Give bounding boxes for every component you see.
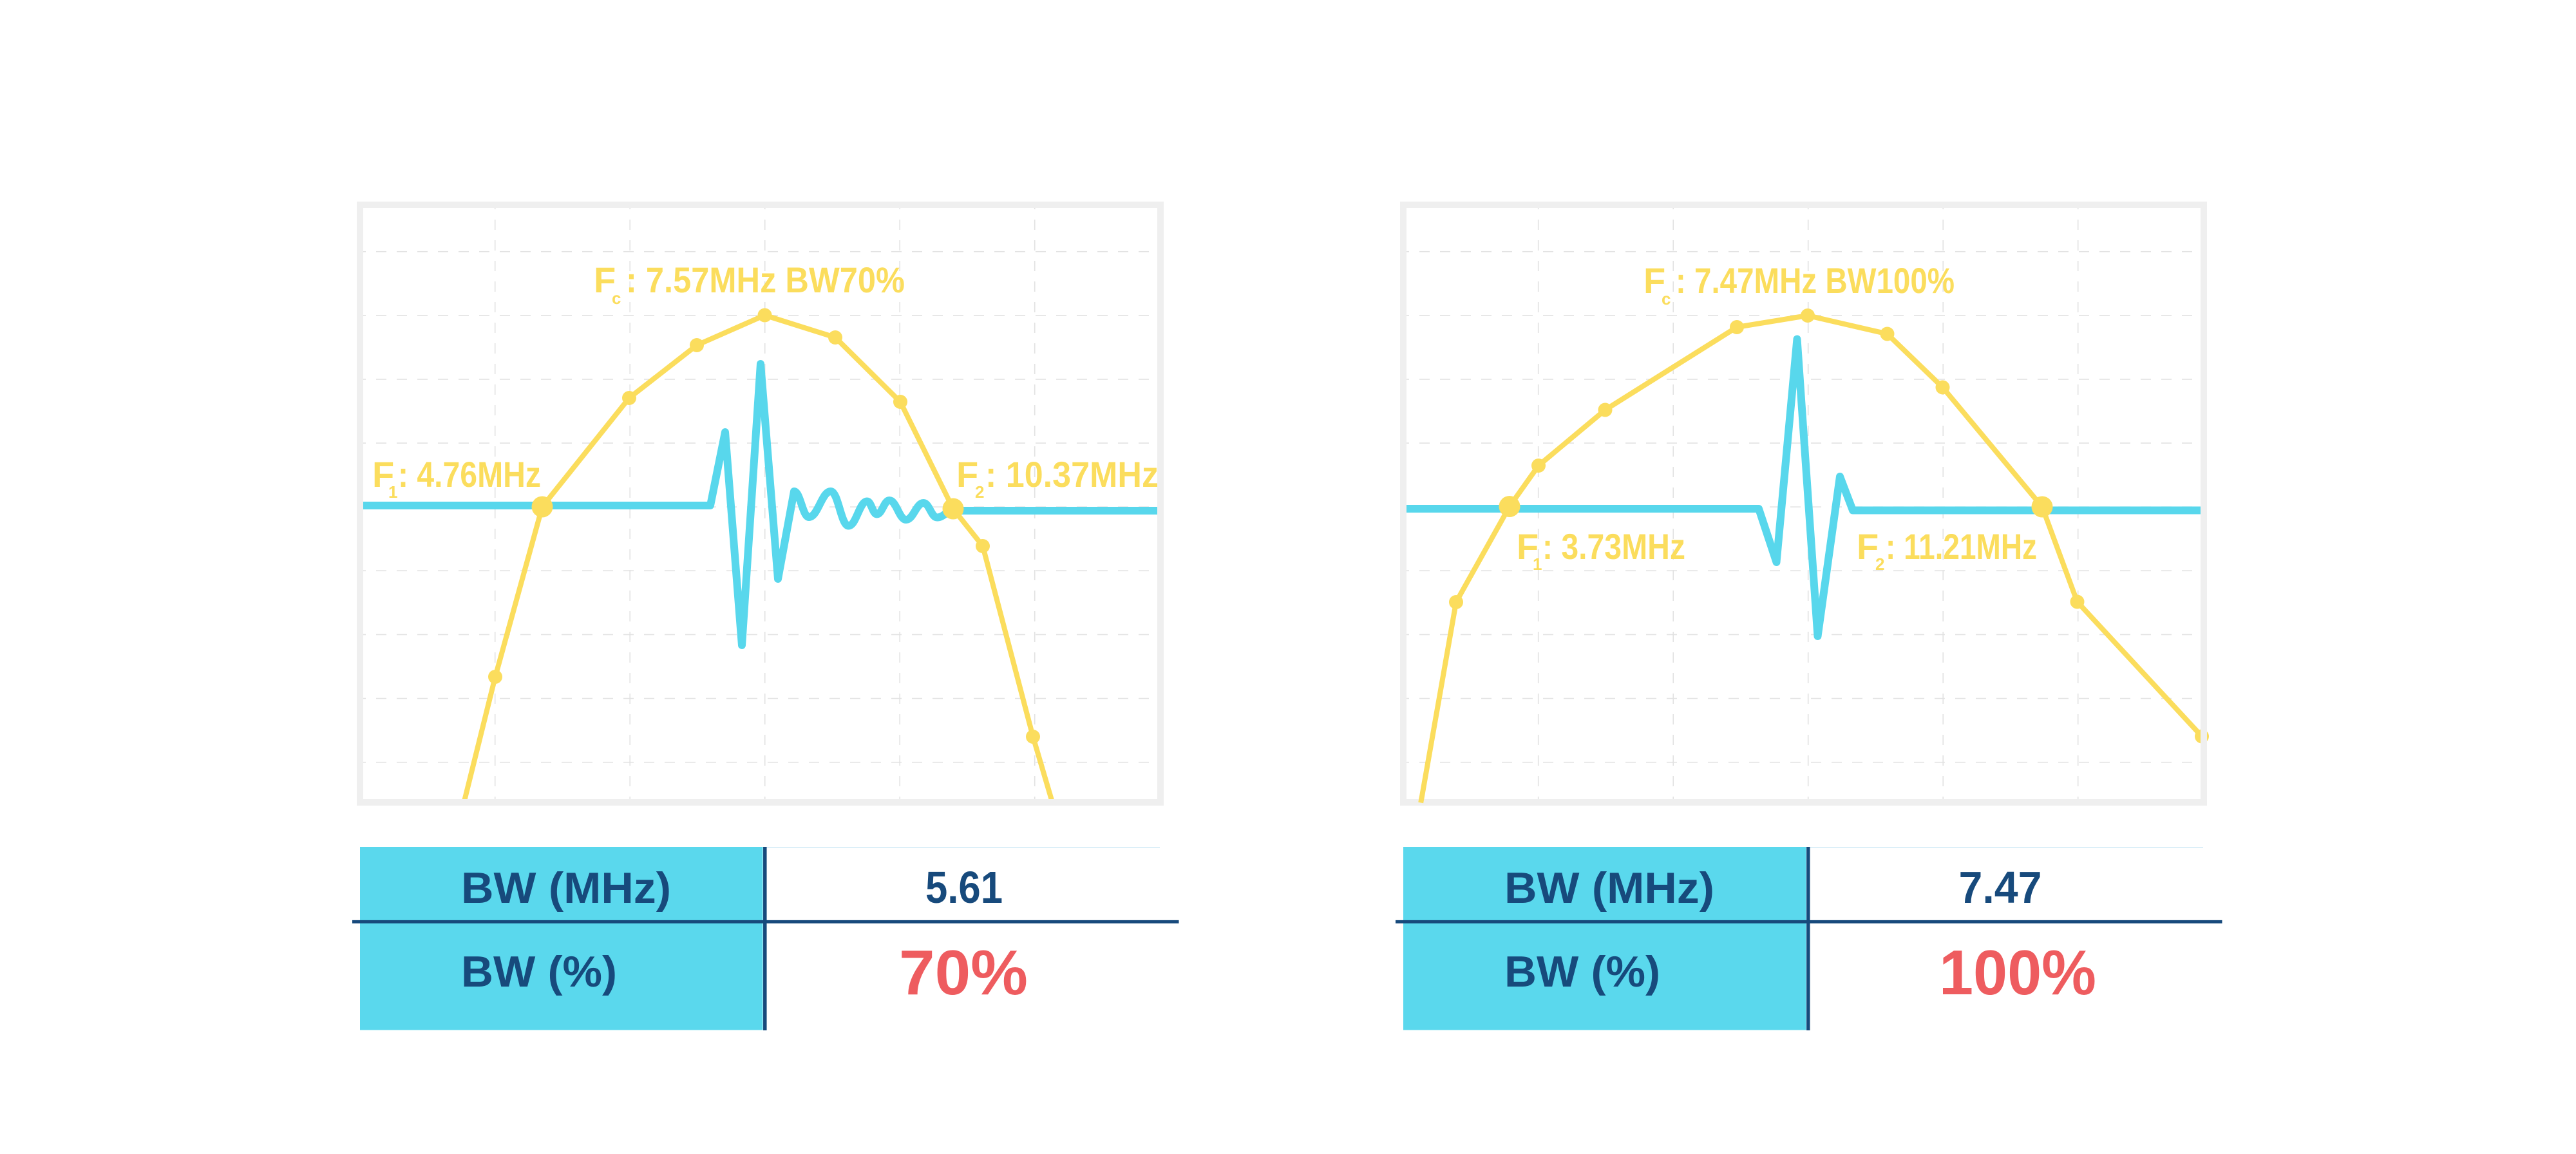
svg-text:2: 2: [975, 482, 984, 502]
svg-text:7.47: 7.47: [1959, 862, 2042, 913]
svg-text:: 10.37MHz: : 10.37MHz: [985, 454, 1159, 495]
svg-text:F: F: [372, 454, 394, 495]
svg-text:: 3.73MHz: : 3.73MHz: [1542, 526, 1685, 567]
svg-text:F: F: [1857, 526, 1879, 567]
svg-text:BW (MHz): BW (MHz): [1504, 864, 1714, 913]
svg-text:c: c: [612, 288, 621, 308]
svg-text:1: 1: [388, 482, 397, 502]
svg-text:5.61: 5.61: [925, 862, 1003, 913]
svg-text:F: F: [1517, 526, 1539, 567]
svg-text:BW (%): BW (%): [461, 947, 617, 996]
svg-text:BW (MHz): BW (MHz): [461, 864, 671, 913]
svg-text:: 11.21MHz: : 11.21MHz: [1886, 526, 2037, 567]
svg-text:F: F: [956, 454, 978, 495]
svg-text:BW (%): BW (%): [1504, 947, 1660, 996]
svg-text:c: c: [1662, 289, 1671, 308]
svg-text:: 7.47MHz BW100%: : 7.47MHz BW100%: [1676, 260, 1955, 301]
svg-text:F: F: [594, 260, 616, 300]
svg-text:: 4.76MHz: : 4.76MHz: [398, 454, 541, 495]
svg-text:70%: 70%: [899, 937, 1028, 1008]
svg-text:100%: 100%: [1939, 937, 2096, 1008]
svg-text:2: 2: [1875, 554, 1884, 574]
svg-text:F: F: [1643, 260, 1665, 301]
svg-text:: 7.57MHz BW70%: : 7.57MHz BW70%: [626, 260, 905, 300]
svg-text:1: 1: [1533, 554, 1542, 574]
